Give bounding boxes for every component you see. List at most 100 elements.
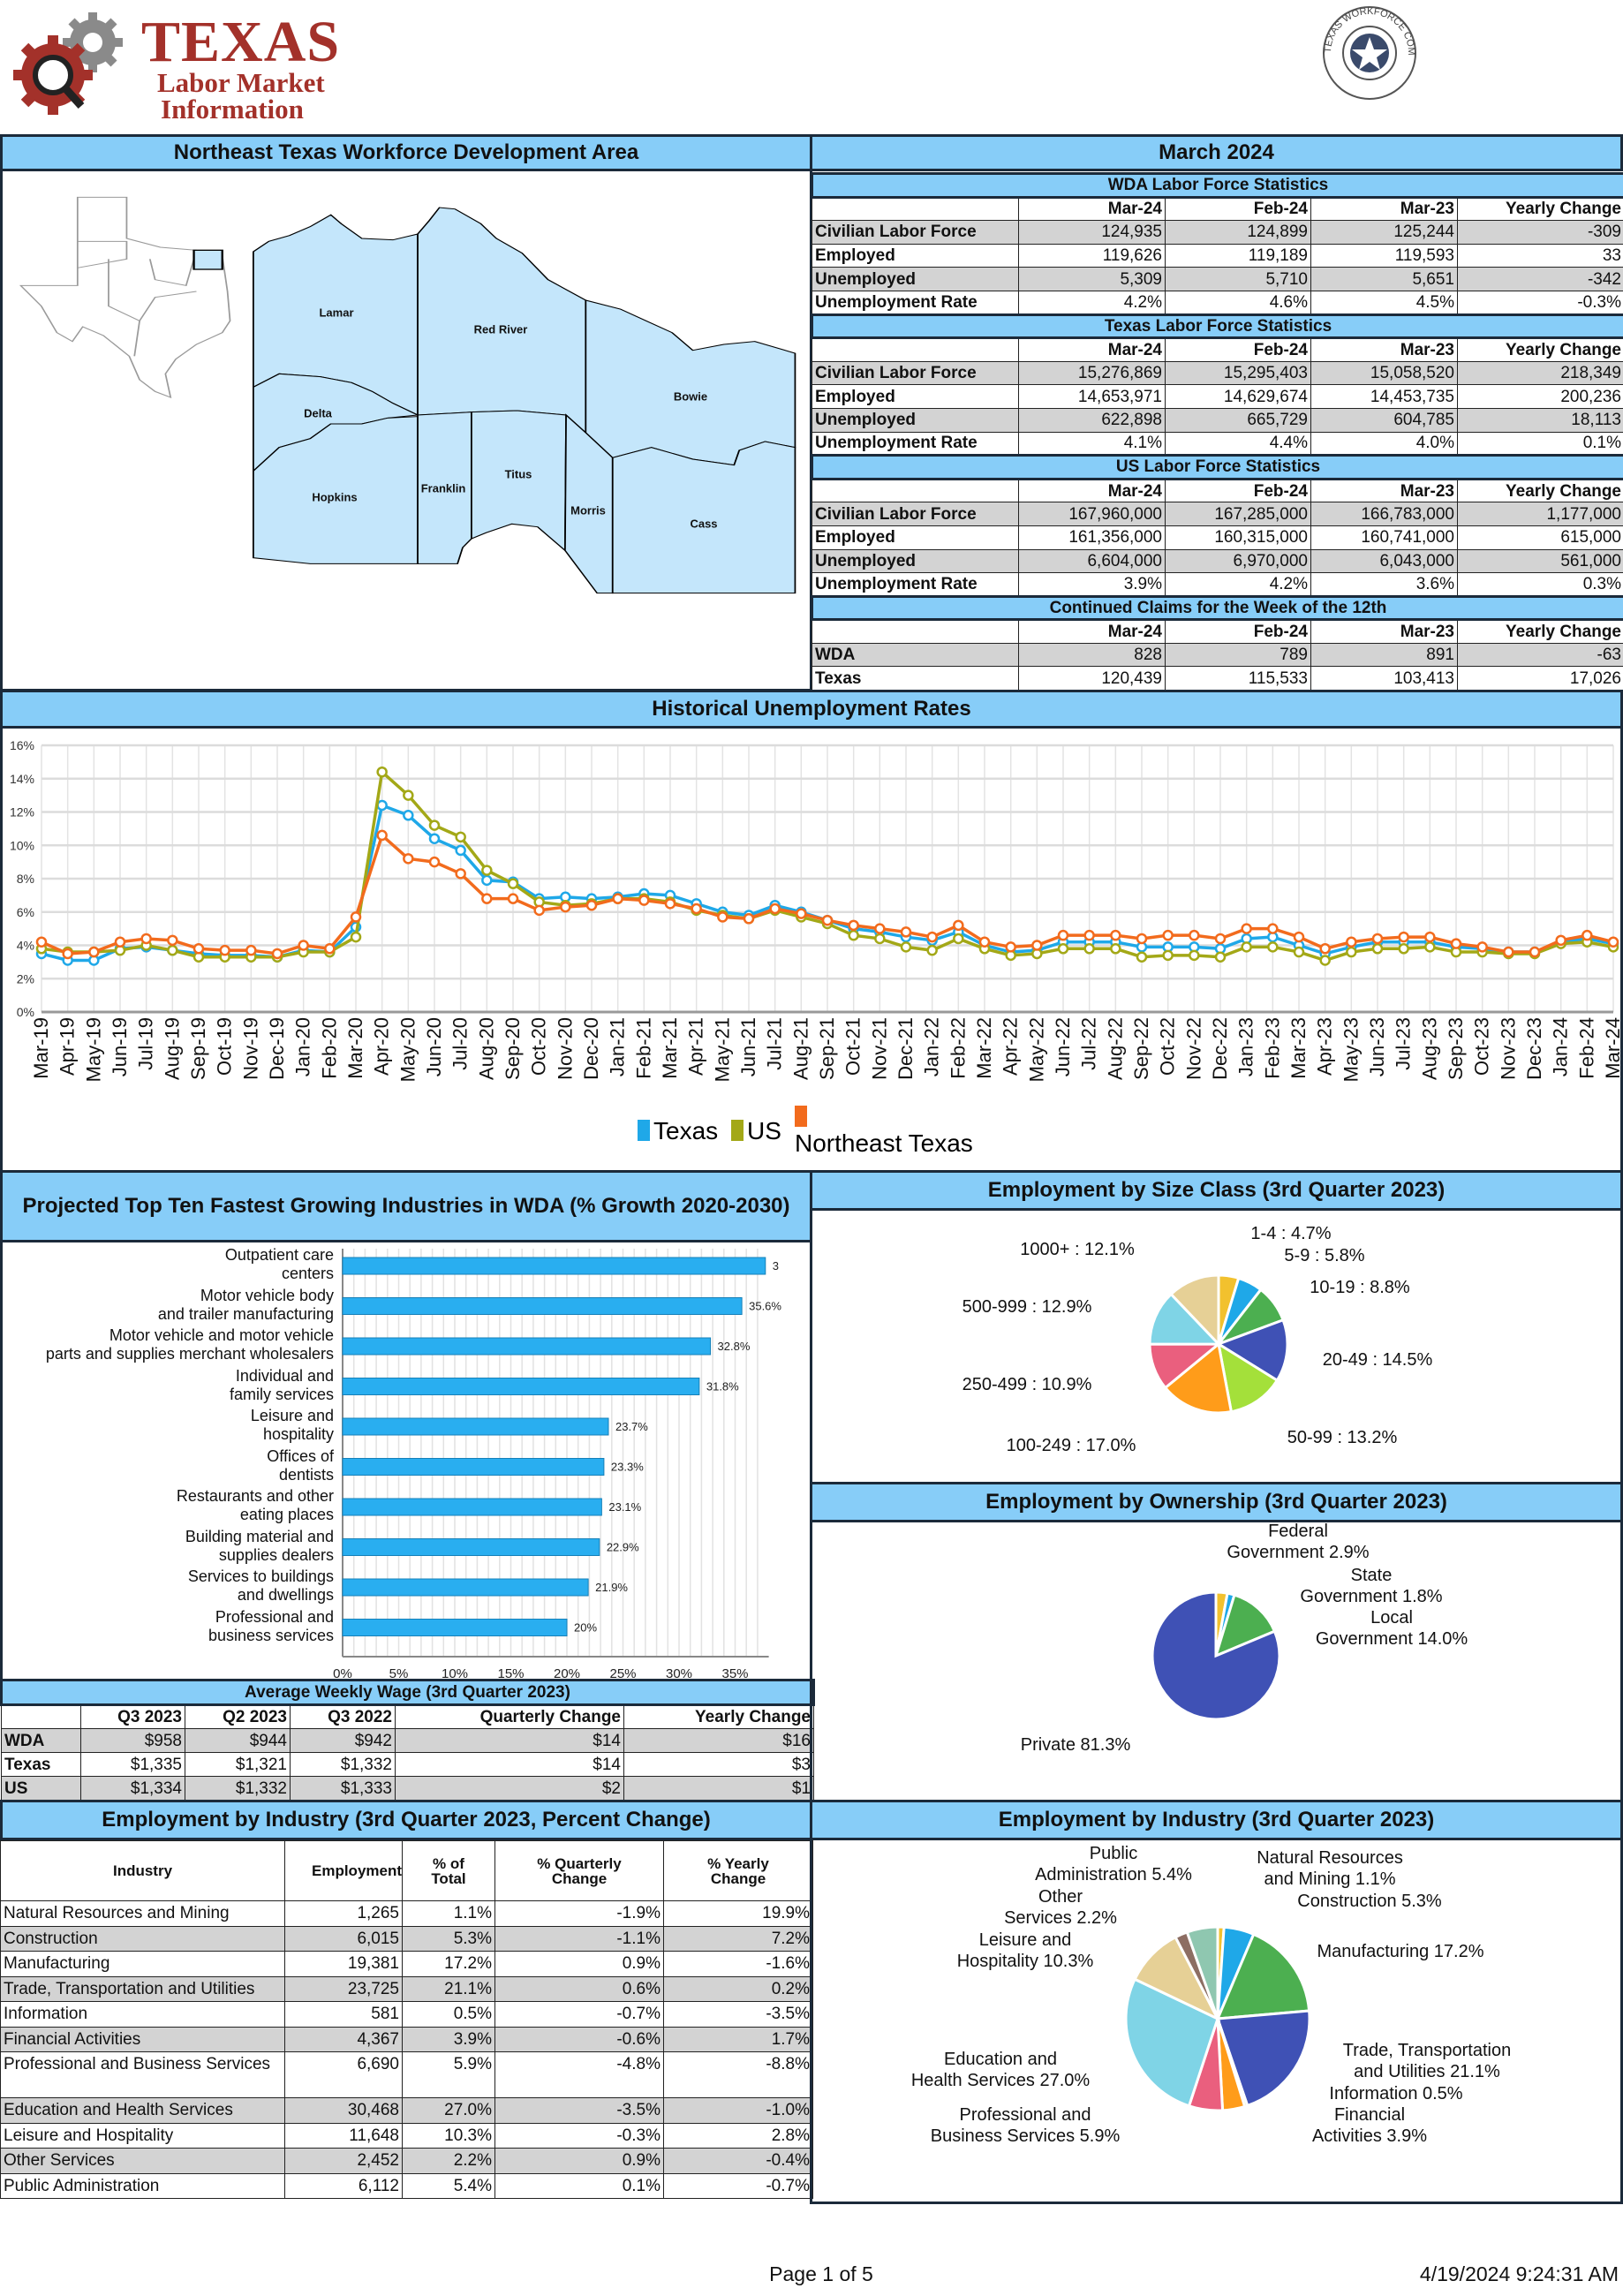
x-tick-label: May-21 — [711, 1017, 733, 1082]
pie-label: Manufacturing 17.2% — [1317, 1941, 1483, 1962]
county-titus — [471, 410, 567, 552]
data-point — [821, 914, 834, 926]
bar-category-label: Individual and family services — [230, 1367, 334, 1404]
data-point — [926, 944, 938, 956]
x-tick-label: Oct-21 — [842, 1017, 864, 1076]
table-row: US Labor Force Statistics — [811, 454, 1623, 480]
x-tick-label: May-22 — [1025, 1017, 1047, 1082]
county-label: Bowie — [673, 389, 708, 404]
x-tick-label: Sep-19 — [187, 1017, 209, 1080]
county-label: Franklin — [420, 481, 466, 495]
cell-value: $16 — [623, 1728, 814, 1753]
table-row: Unemployment Rate 4.2% 4.6% 4.5% -0.3% — [812, 290, 1623, 315]
x-tick-label: Mar-19 — [30, 1017, 52, 1079]
pie-label-line: Manufacturing 17.2% — [1317, 1942, 1484, 1961]
data-point — [1424, 941, 1436, 953]
category-line: parts and supplies merchant wholesalers — [45, 1345, 334, 1363]
x-tick-label: Jan-23 — [1235, 1017, 1257, 1076]
cell-value: $1,335 — [80, 1752, 185, 1777]
data-point — [1214, 933, 1227, 945]
legend-swatch-northeast-texas — [795, 1106, 807, 1127]
x-tick-label: 10% — [442, 1666, 468, 1681]
data-point — [848, 929, 859, 941]
data-point — [1110, 929, 1121, 941]
category-line: Services to buildings — [187, 1567, 334, 1585]
cell-value: 120,439 — [1018, 666, 1166, 691]
cell-value: 1.1% — [402, 1900, 495, 1927]
table-row: Financial Activities 4,367 3.9% -0.6% 1.7% — [0, 2026, 813, 2052]
data-point — [1555, 934, 1566, 947]
table-title: Texas Labor Force Statistics — [811, 313, 1623, 340]
column-header: % of Total — [402, 1840, 495, 1901]
category-line: and dwellings — [237, 1586, 334, 1604]
cell-value: 161,356,000 — [1018, 525, 1166, 550]
x-tick-label: Jun-20 — [423, 1017, 445, 1076]
data-point — [1346, 946, 1357, 958]
category-line: Offices of — [267, 1446, 334, 1465]
column-header: Mar-24 — [1018, 337, 1166, 362]
data-point — [35, 936, 48, 948]
data-point — [585, 899, 598, 911]
row-label: Unemployed — [812, 548, 1019, 574]
bar-category-label: Motor vehicle body and trailer manufactur… — [158, 1287, 334, 1324]
bar-value-label: 23.3% — [611, 1461, 644, 1474]
x-tick-label: Jun-19 — [109, 1017, 131, 1076]
pie-label: 1000+ : 12.1% — [1020, 1240, 1135, 1259]
cell-value: 4,367 — [284, 2026, 403, 2052]
cell-value: -3.5% — [494, 2097, 664, 2124]
column-header: % Quarterly Change — [494, 1840, 664, 1901]
area-title: Northeast Texas Workforce Development Ar… — [0, 134, 812, 171]
cell-value: 0.1% — [494, 2172, 664, 2199]
header-blank — [812, 337, 1019, 362]
pie-label: 100-249 : 17.0% — [1006, 1436, 1136, 1455]
pie-slice — [1124, 1977, 1219, 2108]
cell-value: 119,593 — [1310, 243, 1458, 268]
category-line: hospitality — [262, 1425, 334, 1443]
cell-value: -309 — [1457, 220, 1623, 245]
bar-category-label: Restaurants and other eating places — [177, 1487, 334, 1524]
table-row: Unemployment Rate 3.9% 4.2% 3.6% 0.3% — [812, 572, 1623, 597]
data-point — [1529, 946, 1541, 958]
x-tick-label: Oct-20 — [528, 1017, 550, 1076]
pie-label: 20-49 : 14.5% — [1322, 1350, 1433, 1370]
bar-value-label: 32.8% — [718, 1340, 751, 1353]
category-line: eating places — [239, 1506, 334, 1523]
data-point — [533, 904, 545, 917]
data-point — [1241, 941, 1252, 953]
texas-outline — [19, 196, 231, 399]
x-tick-label: Mar-22 — [973, 1017, 995, 1079]
row-label: Texas — [1, 1752, 81, 1777]
bar-value-label: 23.7% — [615, 1420, 648, 1433]
projected-title: Projected Top Ten Fastest Growing Indust… — [0, 1170, 812, 1242]
cell-value: -0.3% — [1457, 290, 1623, 315]
wage-table: Average Weekly Wage (3rd Quarter 2023) Q3… — [0, 1679, 815, 1801]
y-tick-label: 10% — [10, 838, 34, 852]
y-tick-label: 14% — [10, 772, 34, 786]
industry-pie-panel — [810, 1838, 1623, 2204]
bar — [342, 1337, 712, 1356]
row-label: Unemployed — [812, 267, 1019, 291]
x-tick-label: Aug-20 — [475, 1017, 497, 1080]
cell-value: 561,000 — [1457, 548, 1623, 574]
wda-highlight — [192, 249, 223, 270]
cell-value: 5.9% — [402, 2051, 495, 2098]
x-tick-label: Jan-21 — [607, 1017, 629, 1076]
cell-value: -4.8% — [494, 2051, 664, 2098]
cell-value: 10.3% — [402, 2122, 495, 2149]
table-row: Industry Employment% of Total% Quarterly … — [0, 1840, 813, 1901]
data-point — [717, 911, 728, 923]
industry-table: Industry Employment% of Total% Quarterly … — [0, 1840, 813, 2199]
pie-label: 500-999 : 12.9% — [962, 1297, 1092, 1317]
cell-value: 33 — [1457, 243, 1623, 268]
y-tick-label: 12% — [10, 805, 34, 819]
data-point — [376, 799, 388, 812]
cell-value: -1.0% — [663, 2097, 813, 2124]
table-title: Continued Claims for the Week of the 12t… — [811, 594, 1623, 622]
county-label: Morris — [570, 503, 606, 517]
data-point — [1581, 929, 1593, 941]
industry-name: Trade, Transportation and Utilities — [0, 1975, 285, 2002]
data-point — [1319, 955, 1331, 966]
row-label: Employed — [812, 243, 1019, 268]
table-row: Mar-24 Feb-24 Mar-23 Yearly Change — [812, 478, 1623, 503]
category-line: centers — [281, 1265, 334, 1282]
